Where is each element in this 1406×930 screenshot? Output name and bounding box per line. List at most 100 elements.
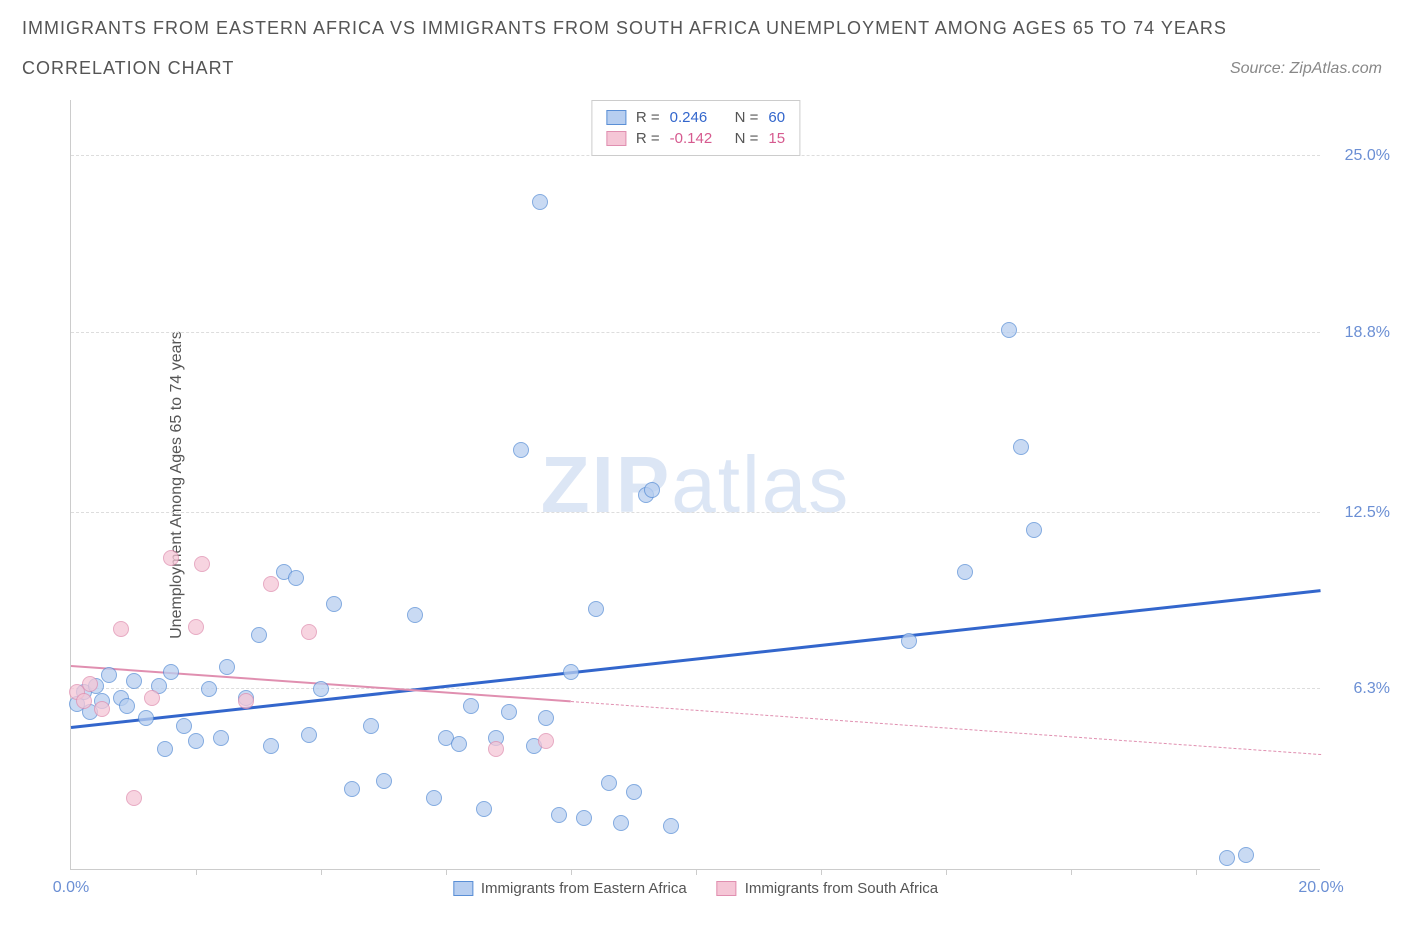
scatter-point-south: [301, 624, 317, 640]
scatter-point-eastern: [644, 482, 660, 498]
legend-stats-row: R =-0.142N =15: [606, 128, 785, 149]
watermark-atlas: atlas: [671, 440, 850, 529]
legend-series-label: Immigrants from Eastern Africa: [481, 880, 687, 897]
scatter-point-eastern: [476, 801, 492, 817]
x-tick-mark: [571, 869, 572, 875]
legend-swatch: [717, 881, 737, 896]
legend-n-label: N =: [735, 109, 759, 126]
scatter-point-eastern: [188, 733, 204, 749]
scatter-point-eastern: [251, 627, 267, 643]
scatter-point-south: [238, 693, 254, 709]
scatter-point-eastern: [513, 442, 529, 458]
scatter-point-eastern: [451, 736, 467, 752]
chart-title-line2: CORRELATION CHART: [22, 58, 234, 79]
scatter-point-eastern: [1026, 522, 1042, 538]
legend-series-item: Immigrants from Eastern Africa: [453, 880, 687, 897]
scatter-point-south: [144, 690, 160, 706]
scatter-point-eastern: [101, 667, 117, 683]
source-attribution: Source: ZipAtlas.com: [1230, 60, 1382, 78]
x-tick-mark: [1196, 869, 1197, 875]
legend-swatch: [606, 110, 626, 125]
scatter-point-eastern: [538, 710, 554, 726]
scatter-point-south: [113, 621, 129, 637]
scatter-point-south: [488, 741, 504, 757]
scatter-point-eastern: [901, 633, 917, 649]
x-tick-mark: [196, 869, 197, 875]
x-tick-mark: [1071, 869, 1072, 875]
legend-stats-row: R = 0.246 N = 60: [606, 107, 785, 128]
trend-line: [571, 701, 1321, 755]
scatter-point-eastern: [1013, 439, 1029, 455]
scatter-point-eastern: [176, 718, 192, 734]
legend-n-value: 15: [768, 130, 785, 147]
scatter-point-eastern: [126, 673, 142, 689]
scatter-point-south: [263, 576, 279, 592]
scatter-point-south: [126, 790, 142, 806]
trend-line: [71, 589, 1321, 729]
scatter-point-south: [194, 556, 210, 572]
chart-title-line1: IMMIGRANTS FROM EASTERN AFRICA VS IMMIGR…: [22, 18, 1227, 39]
scatter-point-eastern: [663, 818, 679, 834]
scatter-point-eastern: [363, 718, 379, 734]
scatter-point-south: [94, 701, 110, 717]
scatter-point-eastern: [219, 659, 235, 675]
legend-r-value: -0.142: [670, 130, 725, 147]
scatter-point-eastern: [313, 681, 329, 697]
x-tick-mark: [446, 869, 447, 875]
scatter-point-eastern: [326, 596, 342, 612]
scatter-point-eastern: [163, 664, 179, 680]
scatter-point-eastern: [344, 781, 360, 797]
scatter-point-south: [163, 550, 179, 566]
legend-series-label: Immigrants from South Africa: [745, 880, 938, 897]
legend-swatch: [453, 881, 473, 896]
scatter-point-eastern: [576, 810, 592, 826]
grid-line: [71, 512, 1320, 513]
legend-n-value: 60: [768, 109, 785, 126]
scatter-point-eastern: [601, 775, 617, 791]
scatter-point-eastern: [301, 727, 317, 743]
legend-r-label: R =: [636, 130, 660, 147]
legend-stats: R =0.246N =60R =-0.142N =15: [591, 100, 800, 156]
x-tick-mark: [946, 869, 947, 875]
grid-line: [71, 332, 1320, 333]
legend-swatch: [606, 131, 626, 146]
y-tick-label: 18.8%: [1345, 324, 1390, 342]
x-tick-mark: [321, 869, 322, 875]
scatter-point-eastern: [288, 570, 304, 586]
scatter-point-eastern: [119, 698, 135, 714]
scatter-point-eastern: [1238, 847, 1254, 863]
y-tick-label: 12.5%: [1345, 504, 1390, 522]
scatter-point-south: [188, 619, 204, 635]
scatter-point-eastern: [157, 741, 173, 757]
legend-series: Immigrants from Eastern Africa Immigrants…: [453, 880, 938, 897]
watermark: ZIPatlas: [541, 439, 850, 531]
legend-r-label: R =: [636, 109, 660, 126]
x-tick-mark: [821, 869, 822, 875]
scatter-point-eastern: [563, 664, 579, 680]
scatter-point-eastern: [426, 790, 442, 806]
scatter-point-eastern: [263, 738, 279, 754]
scatter-point-eastern: [213, 730, 229, 746]
x-tick-label: 20.0%: [1298, 879, 1343, 897]
y-tick-label: 25.0%: [1345, 147, 1390, 165]
scatter-point-eastern: [626, 784, 642, 800]
y-tick-label: 6.3%: [1354, 680, 1390, 698]
scatter-point-eastern: [957, 564, 973, 580]
y-axis-label: Unemployment Among Ages 65 to 74 years: [168, 331, 186, 639]
scatter-point-south: [538, 733, 554, 749]
x-tick-mark: [696, 869, 697, 875]
scatter-point-eastern: [1219, 850, 1235, 866]
scatter-point-eastern: [463, 698, 479, 714]
legend-r-value: 0.246: [670, 109, 725, 126]
plot-area: Unemployment Among Ages 65 to 74 years Z…: [70, 100, 1320, 870]
scatter-point-eastern: [588, 601, 604, 617]
scatter-point-eastern: [551, 807, 567, 823]
scatter-point-eastern: [376, 773, 392, 789]
scatter-point-south: [76, 693, 92, 709]
scatter-point-eastern: [1001, 322, 1017, 338]
scatter-point-eastern: [201, 681, 217, 697]
scatter-point-eastern: [138, 710, 154, 726]
scatter-point-south: [82, 676, 98, 692]
x-tick-label: 0.0%: [53, 879, 89, 897]
grid-line: [71, 688, 1320, 689]
